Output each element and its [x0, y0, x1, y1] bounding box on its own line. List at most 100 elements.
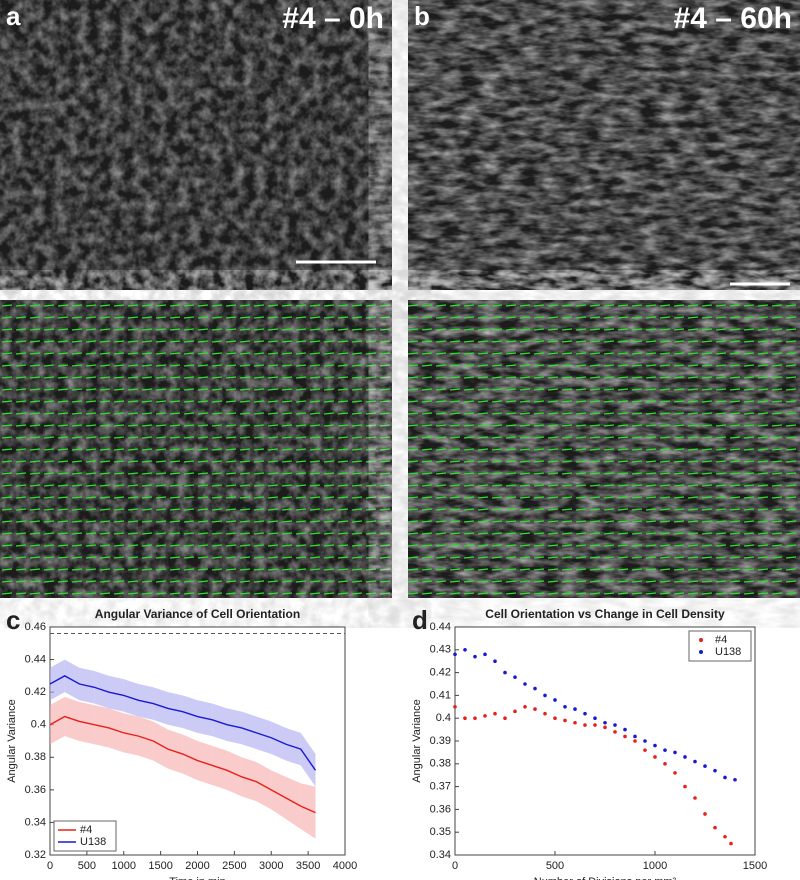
error-band: [286, 776, 301, 829]
point: [583, 711, 587, 716]
point: [483, 714, 487, 718]
point: [483, 652, 487, 657]
x-tick-label: 500: [546, 860, 564, 872]
point: [563, 705, 567, 709]
y-tick-label: 0.34: [25, 816, 46, 828]
point: [683, 755, 687, 759]
y-tick-label: 0.44: [430, 621, 451, 633]
x-tick-label: 3500: [296, 860, 320, 872]
legend-label: #4: [80, 824, 92, 836]
line: [49, 675, 317, 771]
legend: [53, 820, 117, 852]
point: [643, 739, 647, 743]
point: [683, 784, 687, 789]
point: [613, 730, 617, 734]
point: [453, 705, 457, 709]
point: [603, 725, 607, 730]
legend-label: U138: [80, 836, 106, 848]
point: [493, 711, 497, 716]
point: [673, 771, 677, 775]
x-tick-label: 2500: [222, 860, 246, 872]
chart-title: Cell Orientation vs Change in Cell Densi…: [485, 607, 725, 621]
y-tick-label: 0.41: [430, 689, 451, 701]
y-tick-label: 0.36: [430, 803, 451, 815]
y-tick-label: 0.44: [25, 653, 46, 665]
point: [533, 707, 537, 711]
y-tick-label: 0.43: [430, 644, 451, 656]
y-tick-label: 0.37: [430, 781, 451, 793]
y-tick-label: 0.34: [430, 849, 451, 861]
point: [713, 768, 717, 773]
y-tick-label: 0.4: [436, 712, 451, 724]
panel-label: c: [6, 605, 20, 635]
point: [593, 716, 597, 720]
point: [729, 841, 733, 846]
y-axis-label: Angular Variance: [411, 699, 423, 783]
point: [523, 705, 527, 709]
chart-title: Angular Variance of Cell Orientation: [95, 607, 300, 621]
orientation-vectors: [408, 300, 800, 598]
point: [693, 759, 697, 764]
y-tick-label: 0.4: [31, 719, 46, 731]
point: [533, 686, 537, 691]
image-a-texture: [0, 0, 392, 290]
legend: [688, 630, 752, 662]
error-band: [300, 783, 316, 839]
point: [513, 709, 517, 714]
y-tick-label: 0.36: [25, 784, 46, 796]
image-title: #4 – 60h: [674, 2, 792, 35]
point: [693, 796, 697, 800]
x-tick-label: 3000: [259, 860, 283, 872]
point: [623, 727, 627, 732]
panel-label: b: [414, 1, 430, 31]
y-tick-label: 0.39: [430, 735, 451, 747]
panel-label: d: [412, 605, 428, 635]
panel-label: a: [6, 1, 21, 31]
x-axis-label: Time in min: [169, 876, 225, 880]
point: [473, 654, 477, 659]
x-axis-label: Number of Divisions per mm²: [534, 876, 677, 880]
y-axis-label: Angular Variance: [6, 699, 18, 783]
point: [613, 723, 617, 727]
point: [703, 764, 707, 768]
point: [563, 718, 567, 723]
y-tick-label: 0.42: [430, 667, 451, 679]
x-tick-label: 500: [78, 860, 96, 872]
point: [633, 734, 637, 739]
point: [633, 739, 637, 743]
point: [463, 648, 467, 652]
legend-label: #4: [715, 634, 727, 646]
point: [553, 698, 557, 702]
point: [573, 720, 577, 725]
point: [593, 723, 597, 727]
point: [463, 716, 467, 720]
legend-label: U138: [715, 646, 741, 658]
x-tick-label: 1500: [148, 860, 172, 872]
x-tick-label: 0: [452, 860, 458, 872]
point: [573, 707, 577, 711]
point: [503, 716, 507, 720]
point: [583, 723, 587, 727]
orientation-vectors: [0, 300, 392, 598]
point: [643, 748, 647, 752]
point: [713, 825, 717, 830]
point: [653, 755, 657, 759]
point: [543, 711, 547, 716]
point: [513, 675, 517, 679]
image-b-texture: [408, 0, 800, 290]
point: [663, 748, 667, 752]
y-tick-label: 0.38: [430, 758, 451, 770]
x-tick-label: 1000: [643, 860, 667, 872]
point: [733, 777, 737, 782]
point: [603, 720, 607, 725]
y-tick-label: 0.35: [430, 826, 451, 838]
point: [503, 670, 507, 675]
point: [663, 762, 667, 766]
point: [453, 652, 457, 657]
error-band: [271, 770, 286, 820]
microscopy-images: a b #4 – 0h #4 – 60h: [0, 0, 800, 598]
legend-swatch: [699, 638, 703, 642]
point: [723, 775, 727, 780]
point: [553, 716, 557, 720]
